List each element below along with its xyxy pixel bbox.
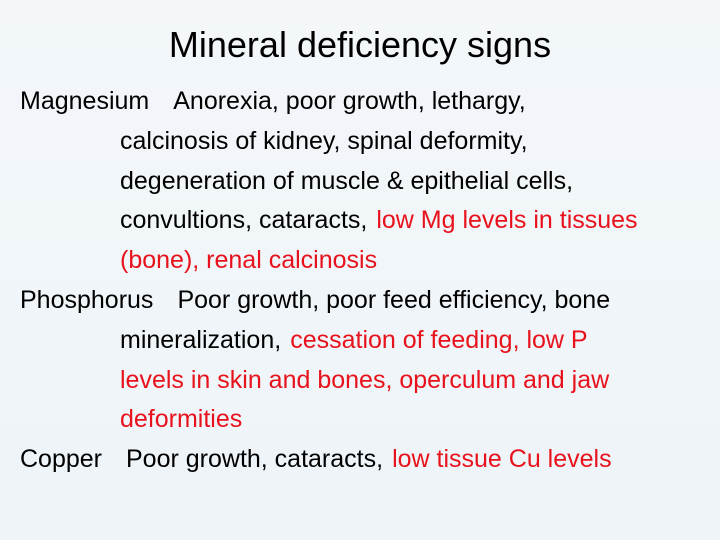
highlight-text: low tissue Cu levels	[392, 445, 612, 474]
mineral-name: Magnesium	[20, 87, 150, 115]
body-text: calcinosis of kidney, spinal deformity,	[120, 126, 528, 155]
mineral-name: Copper	[20, 445, 102, 474]
highlight-text: deformities	[120, 405, 243, 434]
body-text: mineralization,	[120, 325, 282, 354]
highlight-text: cessation of feeding, low P	[290, 325, 588, 354]
text-line: calcinosis of kidney, spinal deformity,	[20, 122, 710, 162]
text-line: Copper Poor growth, cataracts, low tissue …	[20, 440, 710, 480]
text-line: Phosphorus Poor growth, poor feed efficie…	[20, 281, 710, 321]
text-line: (bone), renal calcinosis	[20, 241, 710, 281]
body-text: Poor growth, cataracts,	[126, 445, 384, 474]
text-line: levels in skin and bones, operculum and …	[20, 361, 710, 401]
text-line: deformities	[20, 400, 710, 440]
highlight-text: levels in skin and bones, operculum and …	[120, 365, 610, 394]
slide-body: Magnesium Anorexia, poor growth, lethargy…	[20, 82, 710, 480]
text-line: mineralization, cessation of feeding, low…	[20, 321, 710, 361]
slide-title: Mineral deficiency signs	[168, 24, 552, 65]
body-text: degeneration of muscle & epithelial cell…	[120, 166, 574, 195]
text-line: degeneration of muscle & epithelial cell…	[20, 162, 710, 202]
text-line: convultions, cataracts, low Mg levels in …	[20, 201, 710, 241]
body-text: convultions, cataracts,	[120, 206, 368, 235]
text-line: Magnesium Anorexia, poor growth, lethargy…	[20, 82, 710, 122]
mineral-name: Phosphorus	[20, 285, 154, 314]
body-text: Anorexia, poor growth, lethargy,	[173, 87, 526, 115]
highlight-text: (bone), renal calcinosis	[120, 246, 378, 275]
highlight-text: low Mg levels in tissues	[376, 206, 638, 235]
body-text: Poor growth, poor feed efficiency, bone	[177, 285, 611, 314]
